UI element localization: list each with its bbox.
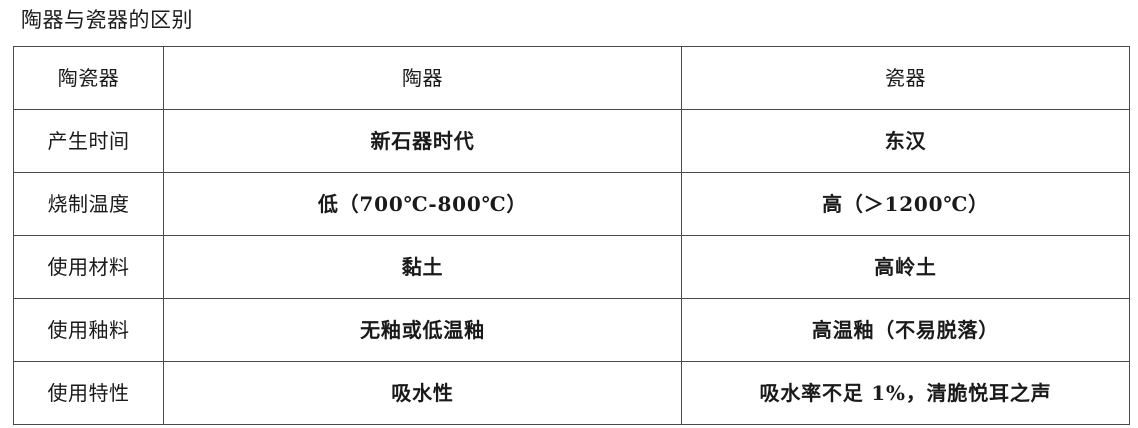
cell-porcelain-origin-time: 东汉 [681,109,1130,173]
cell-porcelain-firing-temperature: 高（＞1200℃） [681,172,1130,236]
row-label-origin-time: 产生时间 [13,109,164,173]
cell-porcelain-glaze: 高温釉（不易脱落） [681,298,1130,362]
column-header-category: 陶瓷器 [13,46,164,110]
cell-pottery-material: 黏土 [163,235,682,299]
row-label-characteristics: 使用特性 [13,361,164,425]
table-row: 烧制温度 低（700℃-800℃） 高（＞1200℃） [13,172,1130,236]
cell-pottery-origin-time: 新石器时代 [163,109,682,173]
comparison-table-container: 陶瓷器 陶器 瓷器 产生时间 新石器时代 东汉 烧制温度 低（700℃-800℃… [13,46,1130,425]
table-row: 使用材料 黏土 高岭土 [13,235,1130,299]
cell-pottery-firing-temperature: 低（700℃-800℃） [163,172,682,236]
cell-porcelain-material: 高岭土 [681,235,1130,299]
row-label-material: 使用材料 [13,235,164,299]
row-label-firing-temperature: 烧制温度 [13,172,164,236]
table-header-row: 陶瓷器 陶器 瓷器 [13,46,1130,110]
cell-porcelain-characteristics: 吸水率不足 1%，清脆悦耳之声 [681,361,1130,425]
cell-pottery-characteristics: 吸水性 [163,361,682,425]
column-header-pottery: 陶器 [163,46,682,110]
comparison-table: 陶瓷器 陶器 瓷器 产生时间 新石器时代 东汉 烧制温度 低（700℃-800℃… [13,46,1130,425]
cell-pottery-glaze: 无釉或低温釉 [163,298,682,362]
table-row: 使用特性 吸水性 吸水率不足 1%，清脆悦耳之声 [13,361,1130,425]
table-row: 使用釉料 无釉或低温釉 高温釉（不易脱落） [13,298,1130,362]
row-label-glaze: 使用釉料 [13,298,164,362]
table-row: 产生时间 新石器时代 东汉 [13,109,1130,173]
column-header-porcelain: 瓷器 [681,46,1130,110]
page-title: 陶器与瓷器的区别 [21,8,193,32]
